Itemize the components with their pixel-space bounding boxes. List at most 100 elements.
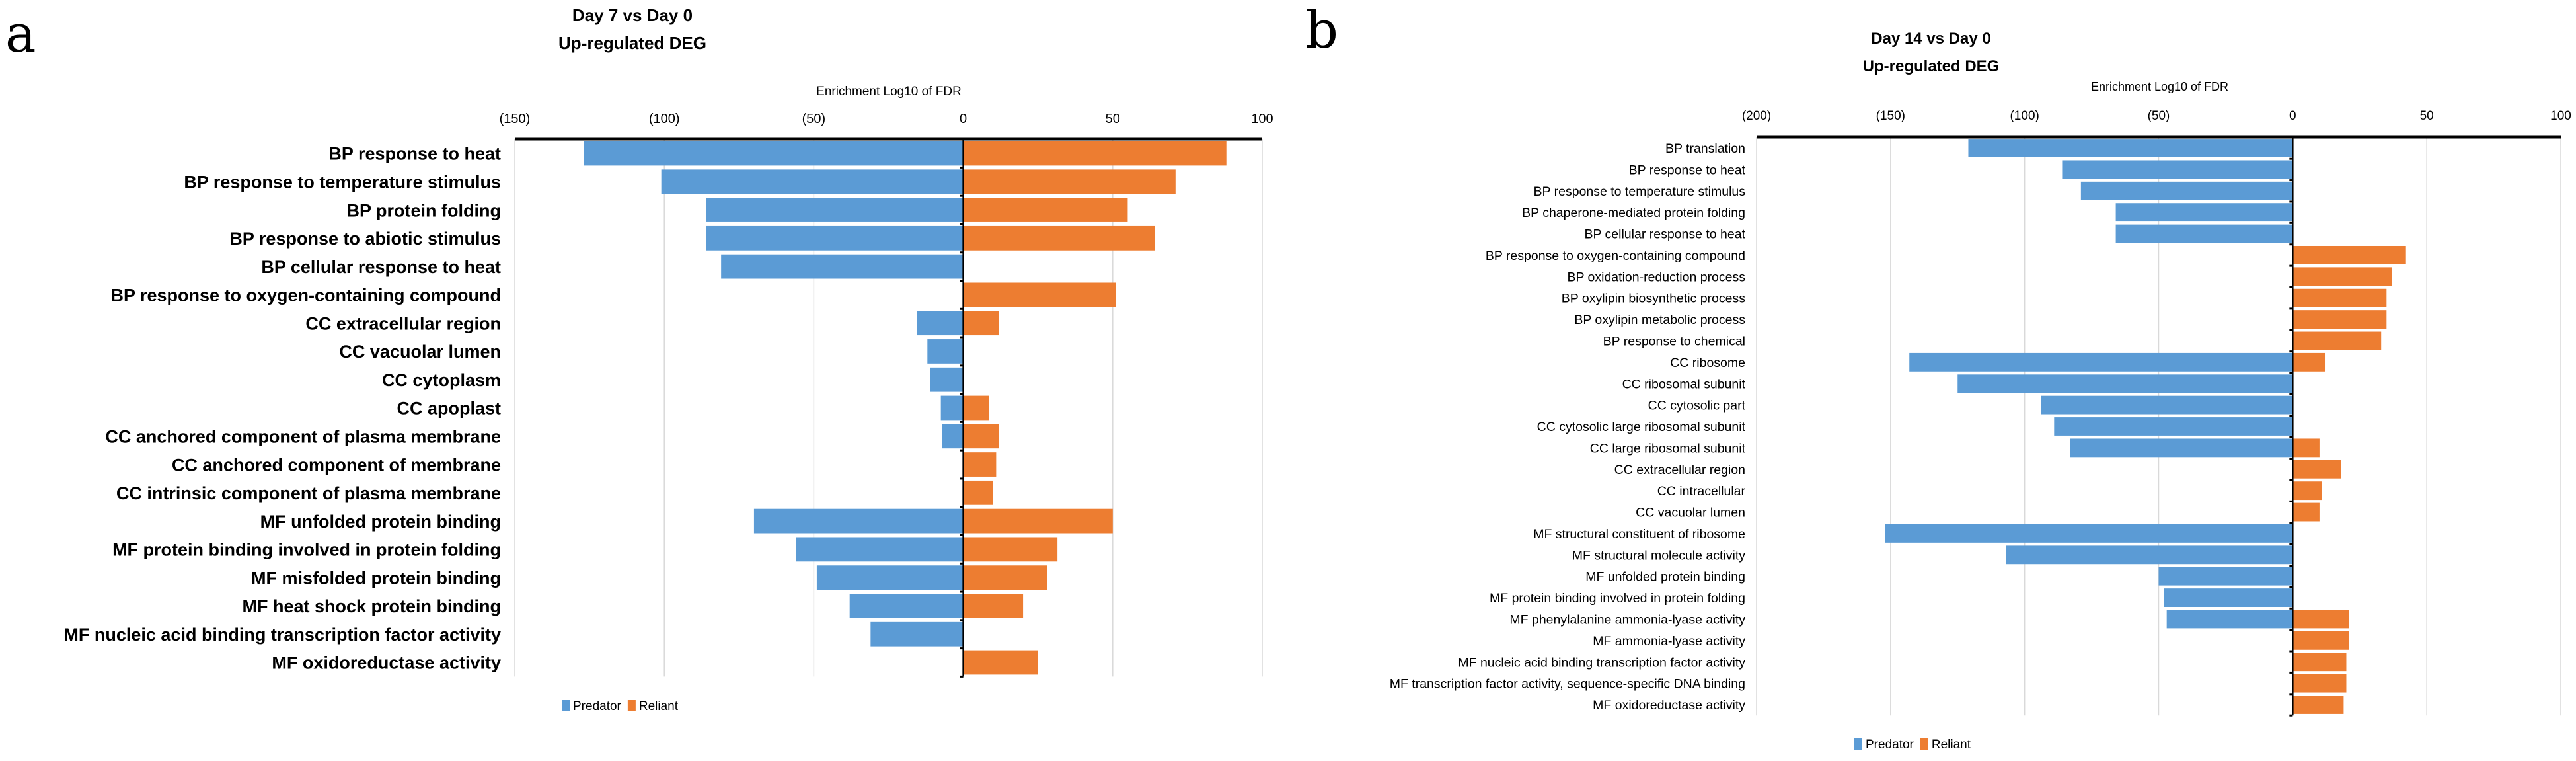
bar-reliant — [963, 537, 1058, 562]
chart-title: Day 14 vs Day 0 — [1871, 30, 1990, 48]
category-label: MF protein binding involved in protein f… — [1490, 591, 1745, 606]
bar-reliant — [2292, 610, 2349, 629]
bar-predator — [721, 254, 964, 279]
category-label: CC extracellular region — [305, 313, 501, 333]
bar-reliant — [2292, 502, 2320, 522]
category-label: CC vacuolar lumen — [339, 342, 501, 362]
legend-label-predator: Predator — [573, 700, 622, 713]
bar-reliant — [2292, 631, 2349, 650]
category-label: CC cytoplasm — [382, 370, 501, 390]
bar-reliant — [2292, 352, 2326, 372]
x-tick-label: (100) — [2010, 109, 2039, 123]
bar-reliant — [963, 169, 1176, 194]
bar-reliant — [2292, 438, 2320, 458]
bar-reliant — [963, 198, 1128, 222]
category-label: BP response to heat — [328, 144, 501, 164]
category-label: CC apoplast — [397, 399, 501, 419]
category-label: CC anchored component of plasma membrane — [105, 426, 501, 446]
x-tick-label: 100 — [2550, 109, 2571, 123]
category-label: BP protein folding — [347, 200, 501, 220]
category-label: BP response to chemical — [1603, 334, 1745, 348]
bar-reliant — [2292, 310, 2387, 329]
bar-predator — [2080, 181, 2293, 200]
category-label: BP chaperone-mediated protein folding — [1522, 206, 1745, 220]
legend-swatch-predator — [562, 700, 570, 711]
category-label: CC cytosolic large ribosomal subunit — [1537, 420, 1746, 434]
category-label: MF transcription factor activity, sequen… — [1390, 677, 1745, 692]
bar-predator — [661, 169, 964, 194]
category-label: MF oxidoreductase activity — [272, 653, 501, 673]
category-label: MF oxidoreductase activity — [1593, 698, 1745, 713]
chart-subtitle: Up-regulated DEG — [558, 33, 706, 53]
bar-predator — [942, 424, 964, 449]
x-axis-title: Enrichment Log10 of FDR — [2091, 80, 2228, 93]
bar-predator — [2070, 438, 2293, 458]
bar-reliant — [2292, 674, 2347, 693]
category-label: CC large ribosomal subunit — [1590, 441, 1746, 456]
panel-b-chart: b Day 14 vs Day 0 Up-regulated DEG Enric… — [1305, 1, 2571, 752]
x-tick-label: (50) — [802, 112, 826, 126]
bar-predator — [930, 367, 964, 392]
category-label: CC intrinsic component of plasma membran… — [116, 483, 501, 503]
bar-predator — [706, 225, 964, 251]
panel-letter-a: a — [5, 5, 36, 64]
category-label: CC ribosome — [1670, 356, 1745, 370]
bar-predator — [870, 621, 964, 647]
category-label: CC extracellular region — [1614, 463, 1745, 477]
bar-reliant — [2292, 460, 2341, 479]
bar-predator — [2158, 567, 2293, 586]
x-tick-label: (100) — [649, 112, 680, 126]
bar-predator — [2164, 588, 2293, 608]
category-label: MF structural constituent of ribosome — [1533, 527, 1745, 541]
bar-reliant — [963, 424, 999, 449]
category-label: BP response to oxygen-containing compoun… — [1486, 249, 1745, 263]
category-label: BP cellular response to heat — [1584, 227, 1745, 242]
bar-predator — [2115, 224, 2293, 243]
category-label: MF nucleic acid binding transcription fa… — [63, 625, 501, 645]
bar-predator — [1909, 352, 2293, 372]
category-label: MF misfolded protein binding — [251, 568, 501, 588]
x-tick-label: (200) — [1742, 109, 1771, 123]
category-label: BP response to oxygen-containing compoun… — [110, 286, 501, 305]
category-label: BP oxidation-reduction process — [1567, 270, 1745, 284]
category-label: MF unfolded protein binding — [260, 512, 501, 532]
bar-reliant — [2292, 267, 2392, 286]
bar-reliant — [2292, 696, 2344, 714]
bar-reliant — [963, 565, 1047, 590]
x-tick-label: 100 — [1251, 112, 1273, 126]
legend-label-reliant: Reliant — [639, 700, 679, 713]
bar-reliant — [2292, 331, 2382, 350]
bar-predator — [584, 141, 964, 166]
bar-reliant — [963, 225, 1155, 251]
category-label: MF nucleic acid binding transcription fa… — [1458, 655, 1745, 670]
bar-reliant — [2292, 245, 2406, 264]
x-tick-label: 0 — [2289, 109, 2296, 123]
bar-reliant — [963, 650, 1038, 675]
bar-reliant — [963, 395, 989, 421]
bar-predator — [816, 565, 964, 590]
category-label: MF protein binding involved in protein f… — [112, 540, 501, 560]
bar-reliant — [963, 282, 1116, 307]
bar-reliant — [963, 480, 993, 505]
category-label: BP oxylipin biosynthetic process — [1562, 292, 1745, 306]
chart-subtitle: Up-regulated DEG — [1863, 58, 2000, 75]
x-tick-label: (50) — [2148, 109, 2170, 123]
bar-predator — [2115, 203, 2293, 222]
x-tick-label: 50 — [2420, 109, 2434, 123]
category-label: MF structural molecule activity — [1572, 548, 1745, 563]
bar-reliant — [963, 141, 1227, 166]
bar-predator — [2054, 417, 2293, 436]
category-label: CC vacuolar lumen — [1636, 506, 1745, 520]
legend-swatch-predator — [1854, 738, 1862, 750]
category-label: BP response to temperature stimulus — [184, 172, 501, 192]
x-tick-label: 0 — [960, 112, 967, 126]
bar-reliant — [2292, 481, 2322, 501]
chart-title: Day 7 vs Day 0 — [572, 5, 693, 25]
bar-reliant — [963, 508, 1113, 534]
category-label: CC intracellular — [1657, 484, 1746, 499]
category-label: BP response to heat — [1629, 163, 1746, 177]
bar-predator — [1885, 524, 2293, 543]
panel-a-chart: a Day 7 vs Day 0 Up-regulated DEG Enrich… — [5, 5, 1273, 713]
x-axis-title: Enrichment Log10 of FDR — [816, 85, 962, 99]
